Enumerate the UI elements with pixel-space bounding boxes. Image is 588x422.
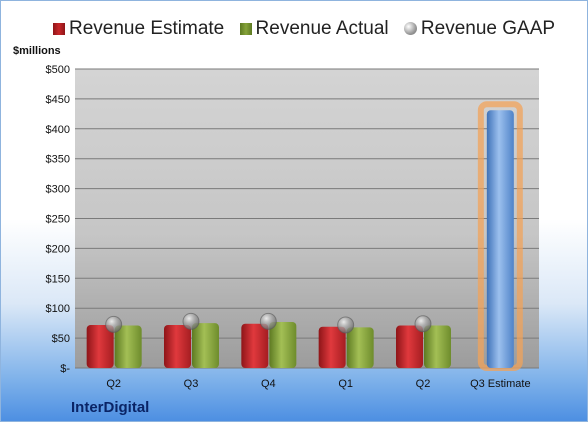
y-tick-label: $250 [46, 214, 70, 226]
y-tick-label: $500 [46, 64, 70, 76]
legend: Revenue Estimate Revenue Actual Revenue … [53, 18, 565, 40]
x-tick-label: Q1 [338, 378, 353, 390]
x-tick-label: Q2 [106, 378, 121, 390]
y-tick-label: $100 [46, 303, 70, 315]
bar-revenue-estimate [86, 324, 114, 368]
x-axis-ticks: Q2 Q3 Q4 Q1 Q2 Q3 Estimate [106, 378, 530, 390]
gaap-markers [105, 312, 432, 334]
bar-revenue-actual [269, 321, 297, 368]
gaap-marker [337, 316, 355, 334]
y-tick-label: $200 [46, 243, 70, 255]
y-tick-label: $- [60, 363, 70, 375]
bar-revenue-estimate [318, 326, 346, 368]
bar-revenue-estimate [241, 323, 269, 368]
bar-revenue-actual [192, 323, 219, 368]
x-tick-label: Q2 [416, 378, 431, 390]
company-name: InterDigital [71, 399, 150, 416]
legend-label-gaap: Revenue GAAP [420, 18, 556, 39]
legend-swatch-gaap [403, 22, 417, 35]
y-tick-label: $400 [46, 124, 70, 136]
y-tick-label: $150 [46, 273, 70, 285]
x-tick-label: Q3 [184, 378, 199, 390]
bar-revenue-estimate [396, 325, 423, 368]
y-tick-label: $450 [46, 94, 70, 106]
x-tick-label: Q3 Estimate [470, 378, 531, 390]
x-tick-label: Q4 [261, 378, 276, 390]
y-tick-label: $50 [52, 333, 70, 345]
y-tick-label: $300 [46, 184, 70, 196]
legend-item-gaap: Revenue GAAP [403, 18, 556, 40]
gaap-marker [105, 315, 123, 333]
y-tick-label: $350 [46, 154, 70, 166]
legend-label-estimate: Revenue Estimate [69, 18, 225, 39]
gaap-marker [182, 312, 200, 330]
bars [86, 101, 523, 372]
legend-swatch-estimate [53, 23, 65, 35]
bar-revenue-actual [114, 325, 142, 368]
legend-swatch-actual [239, 23, 252, 35]
bar-revenue-estimate [164, 324, 191, 368]
gaap-marker [414, 315, 432, 333]
y-axis-unit-label: $millions [13, 45, 61, 57]
legend-item-estimate: Revenue Estimate [53, 18, 224, 40]
bar-revenue-estimate-forecast [486, 110, 514, 369]
gridlines [75, 68, 539, 369]
y-axis-ticks: $- $50 $100 $150 $200 $250 $300 $350 $400 $450 $50… [46, 64, 71, 375]
legend-label-actual: Revenue Actual [255, 18, 389, 39]
gaap-marker [259, 312, 277, 330]
legend-item-actual: Revenue Actual [239, 18, 389, 40]
bar-revenue-actual [424, 325, 451, 368]
bar-revenue-actual [346, 327, 374, 368]
